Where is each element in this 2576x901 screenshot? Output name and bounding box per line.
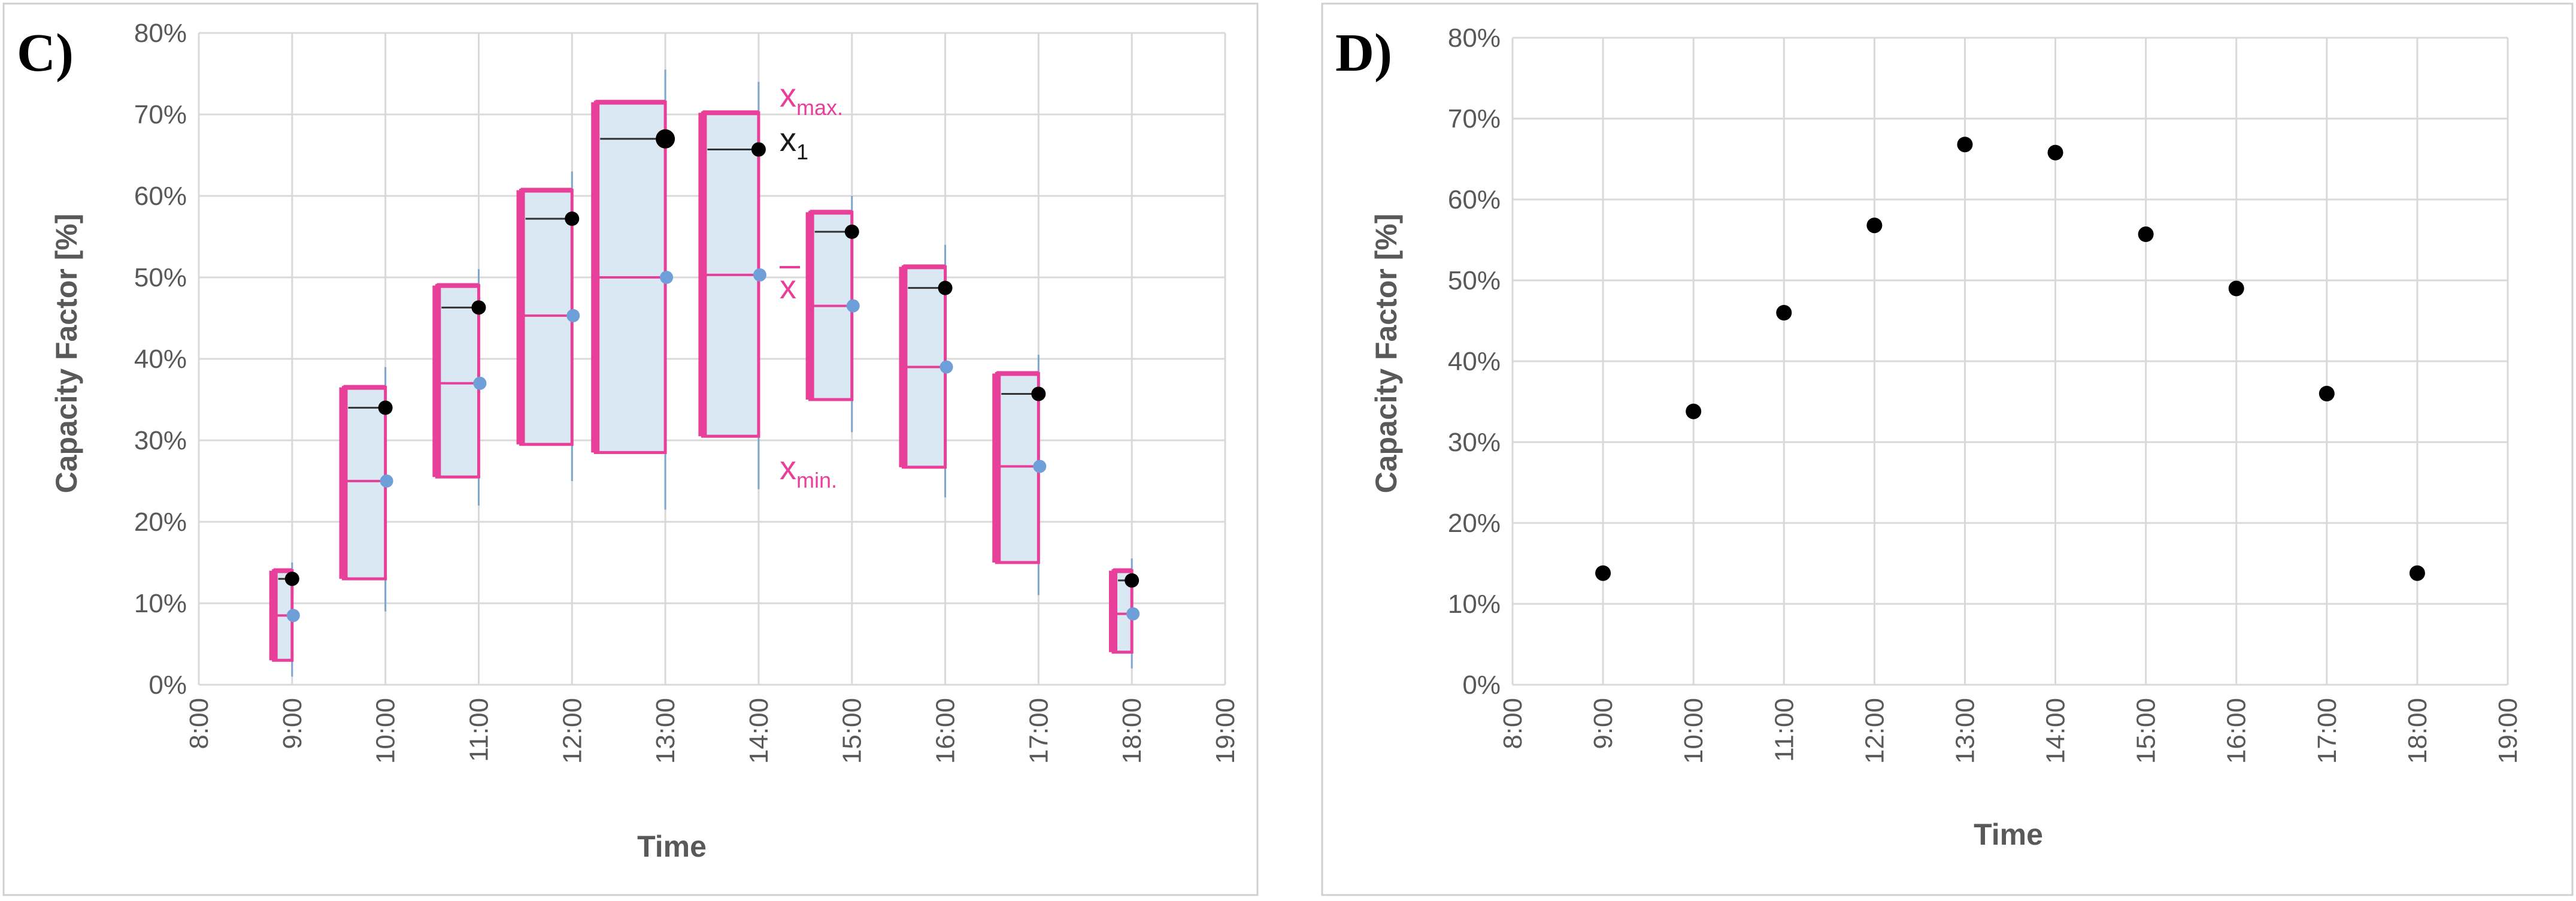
- data-point: [1866, 217, 1883, 234]
- x-tick-label: 16:00: [931, 698, 960, 764]
- mean-point: [846, 299, 860, 313]
- panel-d-points: [1595, 137, 2425, 581]
- y-tick-label: 60%: [1448, 185, 1501, 214]
- panel-d-x-axis-title: Time: [1974, 818, 2043, 851]
- panel-c-y-axis-title: Capacity Factor [%]: [50, 214, 83, 494]
- data-point: [2138, 226, 2154, 243]
- x-tick-label: 8:00: [1498, 698, 1528, 749]
- x-tick-label: 16:00: [2222, 698, 2251, 764]
- panel-c-label: C): [17, 23, 74, 83]
- mean-point: [940, 360, 953, 374]
- y-tick-label: 50%: [1448, 266, 1501, 295]
- box-rect: [519, 188, 574, 446]
- y-tick-label: 0%: [149, 670, 187, 700]
- mean-point: [1033, 459, 1047, 473]
- x-tick-label: 8:00: [184, 698, 214, 749]
- data-point: [2409, 565, 2425, 581]
- x-tick-label: 15:00: [2132, 698, 2161, 764]
- data-point: [1957, 137, 1973, 153]
- panel-d-y-axis-title: Capacity Factor [%]: [1369, 214, 1403, 494]
- x1-point: [471, 300, 486, 315]
- annotation-xmax: xmax.: [780, 76, 843, 120]
- x-tick-label: 18:00: [2403, 698, 2432, 764]
- x1-point: [844, 224, 859, 239]
- x-tick-label: 9:00: [1589, 698, 1618, 749]
- x-tick-label: 15:00: [838, 698, 867, 764]
- x1-point: [751, 142, 766, 157]
- y-tick-label: 20%: [1448, 509, 1501, 538]
- x1-point: [656, 129, 675, 149]
- y-tick-label: 50%: [134, 263, 187, 292]
- y-tick-label: 10%: [1448, 589, 1501, 619]
- mean-point: [1126, 607, 1140, 621]
- panel-d-x-ticks: 8:00 9:00 10:00 11:00 12:00 13:00 14:00 15:00 16…: [1498, 698, 2523, 764]
- panel-c-x-ticks: 8:00 9:00 10:00 11:00 12:00 13:00 14:00 15:00 16…: [184, 698, 1240, 764]
- x-tick-label: 11:00: [1769, 698, 1799, 762]
- y-tick-label: 30%: [134, 426, 187, 455]
- y-tick-label: 60%: [134, 182, 187, 211]
- x1-point: [565, 211, 580, 226]
- panel-c-x-axis-title: Time: [637, 830, 707, 863]
- y-tick-label: 0%: [1462, 670, 1501, 700]
- y-tick-label: 10%: [134, 589, 187, 618]
- x-tick-label: 14:00: [744, 698, 774, 764]
- x1-point: [1125, 573, 1139, 588]
- data-point: [1686, 403, 1702, 419]
- x-tick-label: 17:00: [1024, 698, 1053, 764]
- data-point: [1595, 565, 1611, 581]
- annotation-xbar: x: [780, 268, 796, 306]
- box-rect: [995, 371, 1040, 564]
- data-point: [1776, 305, 1792, 321]
- y-tick-label: 40%: [1448, 347, 1501, 376]
- panel-d-y-ticks: 0% 10% 20% 30% 40% 50% 60% 70% 80%: [1448, 23, 1501, 700]
- x-tick-label: 14:00: [2041, 698, 2071, 764]
- y-tick-label: 70%: [134, 100, 187, 129]
- y-tick-label: 80%: [134, 19, 187, 48]
- x-tick-label: 19:00: [2493, 698, 2523, 764]
- panel-d-frame: [1321, 2, 2574, 896]
- y-tick-label: 80%: [1448, 23, 1501, 53]
- x-tick-label: 17:00: [2313, 698, 2342, 764]
- x-tick-label: 18:00: [1117, 698, 1147, 764]
- x-tick-label: 11:00: [464, 698, 493, 762]
- mean-point: [566, 309, 580, 322]
- x-tick-label: 12:00: [1860, 698, 1889, 764]
- x-tick-label: 13:00: [651, 698, 680, 764]
- x1-point: [938, 280, 953, 295]
- mean-point: [473, 376, 487, 390]
- box-rect: [435, 284, 480, 479]
- panel-d: 0% 10% 20% 30% 40% 50% 60% 70% 80% 8:00 9:00 10:00…: [1335, 23, 2523, 851]
- panel-c: 0% 10% 20% 30% 40% 50% 60% 70% 80% 8:00 9:00 10:00…: [17, 19, 1240, 863]
- y-tick-label: 30%: [1448, 428, 1501, 457]
- panel-c-y-ticks: 0% 10% 20% 30% 40% 50% 60% 70% 80%: [134, 19, 187, 700]
- x1-point: [1031, 386, 1046, 401]
- mean-point: [286, 609, 300, 622]
- mean-point: [380, 474, 393, 488]
- y-tick-label: 70%: [1448, 104, 1501, 134]
- x-tick-label: 19:00: [1211, 698, 1240, 764]
- mean-point: [753, 268, 766, 282]
- x-tick-label: 10:00: [1679, 698, 1708, 764]
- data-point: [2228, 280, 2244, 297]
- annotation-x1: x1: [780, 120, 808, 164]
- mean-point: [660, 271, 674, 284]
- y-tick-label: 20%: [134, 507, 187, 537]
- x-tick-label: 9:00: [278, 698, 307, 749]
- panel-c-boxes: [269, 69, 1140, 677]
- x1-point: [378, 400, 393, 415]
- x-tick-label: 12:00: [557, 698, 587, 764]
- annotation-xmin: xmin.: [780, 449, 837, 492]
- data-point: [2047, 144, 2063, 161]
- x1-point: [284, 572, 299, 586]
- x-tick-label: 10:00: [371, 698, 401, 764]
- y-tick-label: 40%: [134, 344, 187, 374]
- x-tick-label: 13:00: [1950, 698, 1980, 764]
- panel-d-label: D): [1335, 23, 1392, 83]
- data-point: [2319, 386, 2335, 401]
- box-rect: [342, 386, 387, 580]
